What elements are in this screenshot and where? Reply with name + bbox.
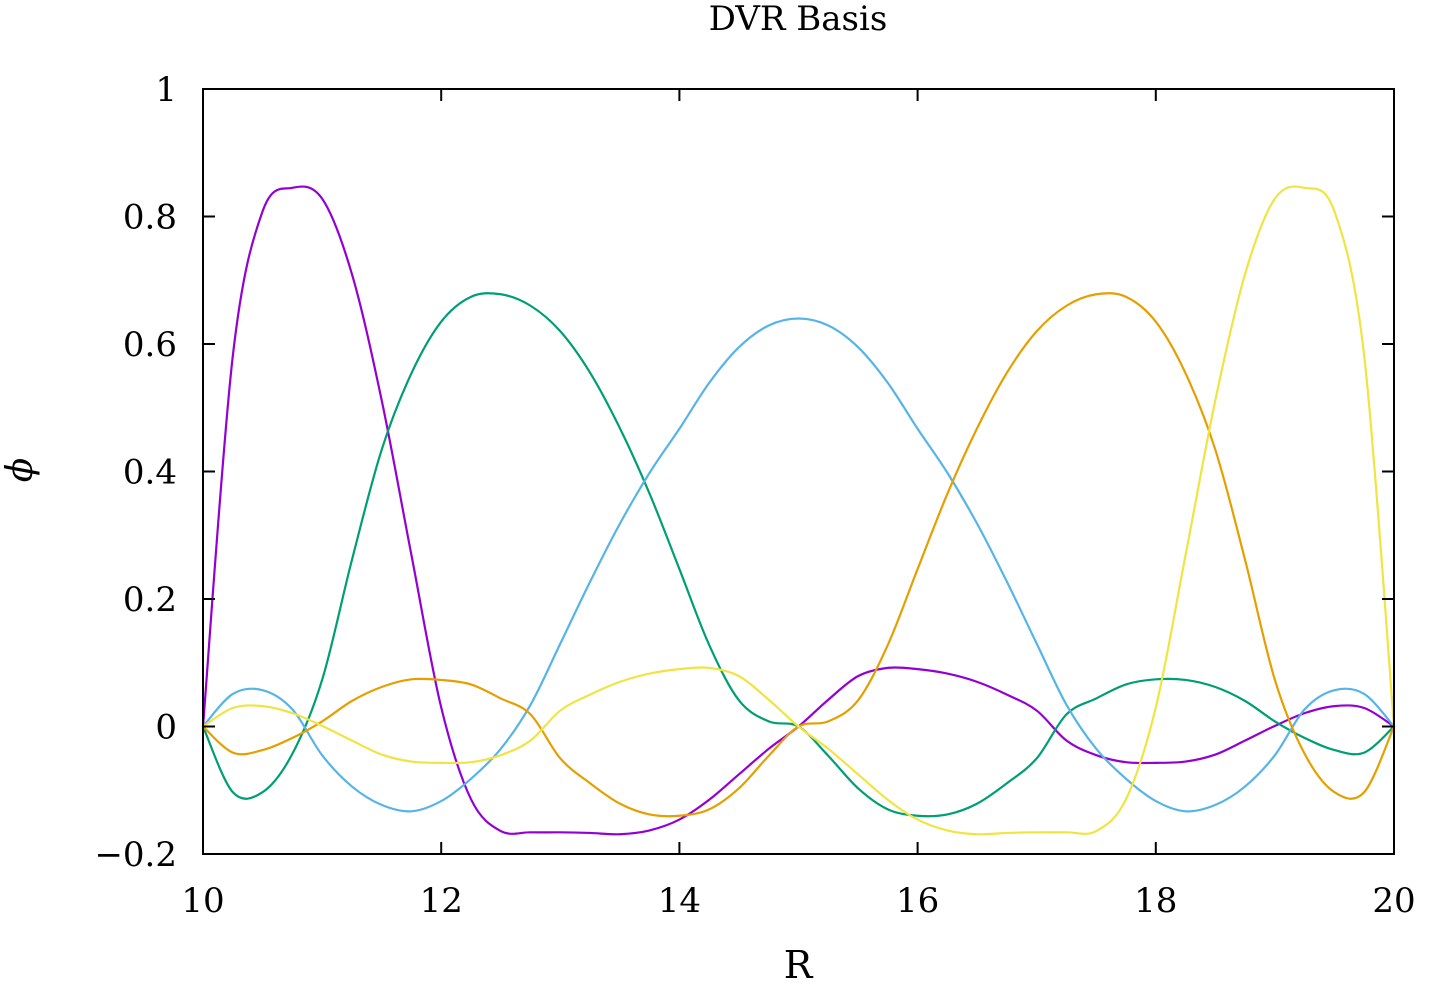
x-axis-label: R xyxy=(784,943,814,987)
y-tick-label: 0.4 xyxy=(123,453,177,493)
series-line-5 xyxy=(201,185,1396,836)
plot-frame xyxy=(202,88,1395,855)
x-tick-label: 14 xyxy=(658,881,701,921)
y-tick: 0.4 xyxy=(123,453,1394,493)
y-tick-label: 1 xyxy=(155,70,177,110)
x-tick: 18 xyxy=(1134,89,1177,921)
y-tick: −0.2 xyxy=(94,835,1394,875)
x-tick-label: 16 xyxy=(896,881,939,921)
series-line-2 xyxy=(201,292,1396,818)
x-tick-label: 18 xyxy=(1134,881,1177,921)
y-tick-label: 0.8 xyxy=(123,198,177,238)
series-line-4 xyxy=(201,292,1396,818)
series-layer xyxy=(201,185,1396,836)
y-tick: 0 xyxy=(155,708,1394,748)
series-line-3 xyxy=(201,317,1396,813)
y-tick-label: 0.6 xyxy=(123,325,177,365)
x-tick: 10 xyxy=(181,89,225,921)
y-tick: 0.2 xyxy=(123,580,1394,620)
y-tick-label: 0.2 xyxy=(123,580,177,620)
x-tick-label: 20 xyxy=(1372,881,1415,921)
x-tick-label: 10 xyxy=(181,881,224,921)
x-tick: 14 xyxy=(658,89,701,921)
y-tick-label: 0 xyxy=(155,708,177,748)
series-line-1 xyxy=(201,185,1396,836)
x-tick: 12 xyxy=(420,89,463,921)
chart-title: DVR Basis xyxy=(709,0,888,39)
y-tick-label: −0.2 xyxy=(94,835,177,875)
axis-layer: 10 12 14 16 18 20 −0.2 0 0.2 0.4 0.6 0.8 1 xyxy=(94,70,1415,921)
y-axis-label: ϕ xyxy=(0,458,41,483)
x-tick-label: 12 xyxy=(420,881,463,921)
y-tick: 0.8 xyxy=(123,198,1394,238)
y-tick: 0.6 xyxy=(123,325,1394,365)
x-tick: 16 xyxy=(896,89,939,921)
